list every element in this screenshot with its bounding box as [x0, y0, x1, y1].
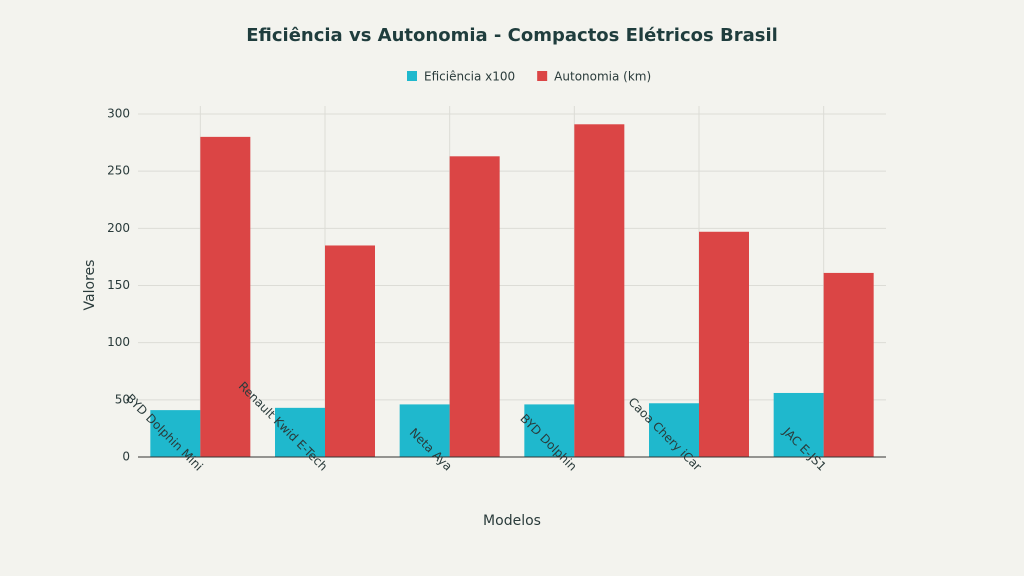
- y-tick-label: 200: [107, 221, 130, 235]
- bar: [773, 392, 824, 457]
- y-tick-label: 0: [122, 450, 130, 464]
- bar: [399, 404, 450, 457]
- y-tick-label: 50: [115, 392, 130, 406]
- y-tick-label: 150: [107, 278, 130, 292]
- legend-swatch: [407, 71, 417, 81]
- bar: [275, 407, 325, 457]
- bar: [823, 272, 874, 457]
- y-axis-title: Valores: [82, 260, 98, 311]
- y-tick-label: 300: [107, 107, 130, 121]
- bar: [449, 156, 500, 457]
- bar: [200, 136, 251, 457]
- y-tick-label: 250: [107, 164, 130, 178]
- bar: [150, 410, 201, 457]
- bar: [325, 245, 375, 457]
- bar: [699, 231, 749, 457]
- y-tick-label: 100: [107, 335, 130, 349]
- legend-label: Eficiência x100: [424, 70, 515, 84]
- bar: [574, 124, 625, 457]
- legend-label: Autonomia (km): [554, 70, 651, 84]
- bar: [649, 403, 699, 457]
- legend-swatch: [537, 71, 548, 81]
- chart-title: Eficiência vs Autonomia - Compactos Elét…: [246, 25, 778, 46]
- bar: [524, 404, 575, 457]
- x-axis-title: Modelos: [483, 513, 541, 529]
